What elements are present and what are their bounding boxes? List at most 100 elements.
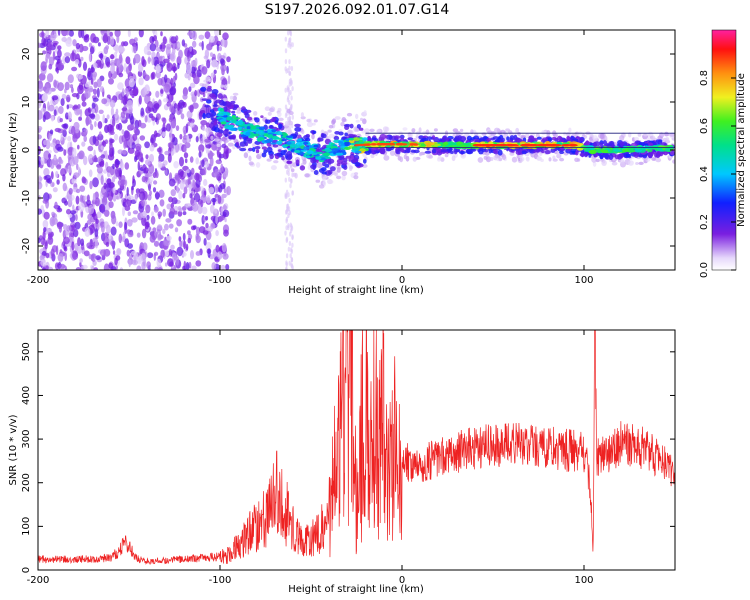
noise-speck [152,187,157,193]
noise-speck [214,168,220,175]
noise-speck [87,145,94,152]
y-tick-label: -10 [21,190,32,206]
noise-speck [175,35,179,42]
noise-speck [149,190,152,197]
ridge-speck [345,138,350,141]
noise-speck [53,79,57,88]
noise-speck [112,187,116,194]
noise-speck [72,39,77,47]
noise-speck [287,167,290,172]
noise-speck [83,128,88,135]
noise-speck [49,34,56,42]
band-speck [404,149,410,153]
band-speck [626,153,631,157]
ridge-speck [263,133,269,137]
halo-speck [294,172,298,179]
noise-speck [82,264,88,270]
snr-series-line [38,330,675,565]
band-speck [542,139,547,143]
ridge-speck [231,119,236,123]
noise-speck [54,201,58,210]
noise-speck [221,242,227,253]
ridge-speck [222,112,228,116]
noise-speck [38,181,43,190]
noise-speck [109,100,116,108]
band-speck [453,148,460,153]
noise-speck [183,152,189,159]
noise-speck [160,249,165,258]
noise-speck [76,163,79,170]
noise-speck [105,241,110,247]
noise-speck [147,252,154,259]
noise-speck [57,146,64,152]
noise-speck [110,36,115,46]
noise-speck [151,116,156,121]
halo-speck [353,175,359,180]
noise-speck [207,152,215,157]
noise-speck [187,230,191,236]
band-speck [254,140,261,145]
noise-speck [285,68,288,74]
band-speck [239,147,247,152]
noise-speck [284,59,288,65]
band-speck [431,148,437,154]
noise-speck [288,210,291,216]
noise-speck [155,171,159,179]
band-speck [618,153,624,158]
y-tick-label: 200 [21,473,32,492]
noise-speck [195,260,202,267]
noise-speck [96,87,100,98]
noise-speck [96,211,102,219]
noise-speck [222,32,229,40]
halo-speck [364,128,370,133]
band-speck [204,104,210,108]
noise-speck [203,55,209,60]
noise-speck [288,198,291,203]
ridge-speck [264,139,273,143]
noise-speck [121,41,125,47]
noise-speck [211,197,217,203]
ridge-speck [245,131,251,137]
noise-speck [62,174,66,182]
noise-speck [227,75,231,85]
noise-speck [138,95,142,105]
noise-speck [177,206,182,211]
noise-speck [101,98,108,105]
noise-speck [181,39,186,47]
ridge-speck [231,115,236,119]
noise-speck [289,183,292,189]
halo-speck [331,118,337,124]
noise-speck [188,184,192,192]
ridge-speck [647,148,653,153]
noise-speck [157,233,162,241]
noise-speck [111,214,117,225]
band-speck [254,146,261,150]
band-speck [247,147,253,152]
noise-speck [92,97,99,102]
noise-speck [64,252,67,262]
band-speck [459,136,467,142]
ridge-speck [340,149,346,153]
noise-speck [127,30,131,38]
band-speck [245,142,248,147]
noise-speck [128,78,135,88]
noise-speck [145,204,151,214]
noise-speck [139,191,146,201]
noise-speck [170,202,174,209]
halo-speck [412,156,417,162]
noise-speck [57,62,65,71]
noise-speck [46,73,54,83]
snr-line-layer [38,330,675,565]
ridge-speck [316,151,323,155]
halo-speck [459,128,464,132]
noise-speck [285,218,288,224]
noise-speck [136,265,142,270]
noise-speck [81,176,86,184]
band-speck [231,110,236,114]
noise-speck [182,232,186,241]
halo-speck [264,106,271,111]
band-speck [509,135,515,141]
noise-speck [193,75,200,85]
halo-speck [277,111,282,118]
